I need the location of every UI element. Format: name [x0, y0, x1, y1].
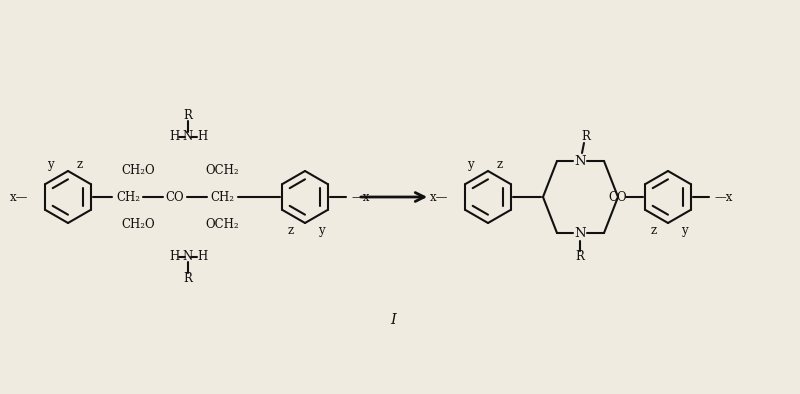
Text: z: z: [288, 223, 294, 236]
Text: y: y: [318, 223, 324, 236]
Text: R: R: [183, 273, 193, 286]
Text: R: R: [582, 130, 590, 143]
Text: CH₂O: CH₂O: [121, 217, 155, 230]
Text: N: N: [574, 154, 586, 167]
Text: R: R: [183, 108, 193, 121]
Text: CH₂: CH₂: [210, 191, 234, 203]
Text: y: y: [681, 223, 687, 236]
Text: H: H: [197, 130, 207, 143]
Text: R: R: [575, 251, 585, 264]
Text: N: N: [574, 227, 586, 240]
Text: y: y: [46, 158, 54, 171]
Text: —x: —x: [351, 191, 370, 203]
Text: H: H: [169, 251, 179, 264]
Text: x—: x—: [430, 191, 448, 203]
Text: OCH₂: OCH₂: [205, 217, 239, 230]
Text: x—: x—: [10, 191, 28, 203]
Text: H: H: [197, 251, 207, 264]
Text: CO: CO: [166, 191, 184, 203]
Text: —x: —x: [714, 191, 733, 203]
Text: z: z: [651, 223, 657, 236]
Text: N: N: [183, 130, 193, 143]
Text: y: y: [466, 158, 474, 171]
Text: CH₂: CH₂: [116, 191, 140, 203]
Text: I: I: [390, 313, 396, 327]
Text: CH₂O: CH₂O: [121, 164, 155, 177]
Text: H: H: [169, 130, 179, 143]
Text: z: z: [77, 158, 83, 171]
Text: z: z: [497, 158, 503, 171]
Text: OCH₂: OCH₂: [205, 164, 239, 177]
Text: CO: CO: [609, 191, 627, 203]
Text: N: N: [183, 251, 193, 264]
